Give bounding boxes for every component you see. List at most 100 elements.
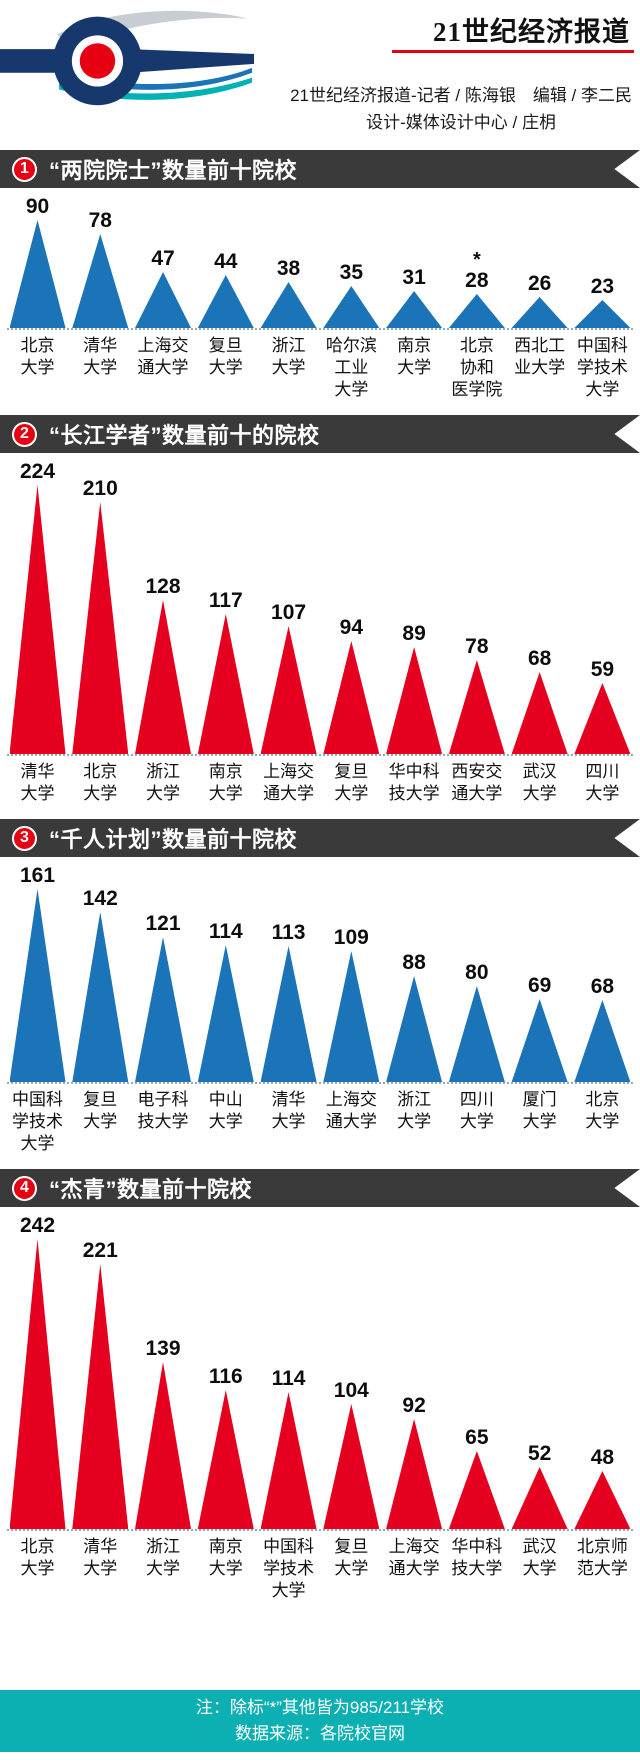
category-label: 北京 大学	[20, 336, 55, 377]
section-2-title: “长江学者”数量前十的院校	[49, 423, 320, 448]
category-label: 武汉 大学	[522, 1537, 557, 1578]
chart-item: 68	[572, 974, 633, 1082]
value-label: 224	[19, 460, 56, 483]
triangle-bar	[260, 626, 317, 754]
value-label: 47	[151, 247, 175, 270]
chart-item: 114	[195, 919, 256, 1082]
footer-source: 数据来源：各院校官网	[235, 1724, 405, 1743]
triangle-bar	[386, 1419, 443, 1529]
chart-item: 59	[572, 657, 633, 754]
value-label: 89	[402, 622, 426, 645]
triangle-bar	[72, 912, 129, 1082]
triangle-bar	[323, 286, 380, 328]
chart-item: 48	[572, 1445, 633, 1529]
chart-academicians: 90 78 47 44 38 35 31 * 28 26 23 北京 大学 清华 大学 上海交 通大学复…	[0, 188, 640, 409]
triangle-bar	[260, 946, 317, 1082]
chart-item: 92	[384, 1393, 445, 1529]
credits: 21世纪经济报道-记者 / 陈海银 编辑 / 李二民 设计-媒体设计中心 / 庄…	[290, 82, 632, 136]
category-label: 复旦 大学	[83, 1090, 118, 1131]
value-label: 114	[208, 920, 243, 943]
triangle-bar	[72, 234, 129, 328]
logo-red-center	[79, 43, 116, 79]
value-label: 59	[590, 658, 615, 681]
chart-item: 128	[133, 574, 194, 754]
value-label: 52	[527, 1442, 552, 1465]
category-label: 电子科 技大学	[137, 1090, 189, 1131]
chart-item: 38	[258, 256, 319, 328]
asterisk-marker: *	[472, 249, 481, 271]
triangle-bar	[72, 1264, 129, 1529]
triangle-bar	[260, 282, 317, 328]
triangle-bar	[323, 641, 380, 754]
value-label: 78	[465, 635, 489, 658]
logo-right-band	[129, 49, 255, 73]
chart-section-4: 4 “杰青”数量前十院校 242 221 139 116 114 104 92 65 52 48 …	[0, 1169, 640, 1610]
chart-item: 89	[384, 621, 445, 754]
category-label: 武汉 大学	[522, 762, 557, 803]
value-label: 104	[333, 1379, 369, 1402]
triangle-bar	[197, 945, 254, 1082]
triangle-bar	[574, 300, 631, 328]
credit-line-1: 21世纪经济报道-记者 / 陈海银 编辑 / 李二民	[290, 86, 632, 105]
chart-item: 26	[509, 271, 570, 328]
brand-logo	[0, 10, 255, 106]
category-label: 中山 大学	[208, 1090, 243, 1131]
value-label: 69	[527, 974, 552, 997]
section-4-number-badge: 4	[12, 1175, 37, 1201]
section-3-title: “千人计划”数量前十院校	[49, 827, 298, 852]
triangle-bar	[9, 889, 66, 1082]
triangle-bar	[511, 1467, 568, 1529]
triangle-bar	[9, 485, 66, 754]
brand-title: 21世纪经济报道	[433, 17, 630, 47]
brand-title-underline	[392, 50, 634, 53]
category-label: 浙江 大学	[271, 336, 306, 377]
triangle-bar	[386, 976, 443, 1082]
category-label: 哈尔滨 工业 大学	[325, 336, 377, 399]
triangle-bar	[574, 1000, 631, 1082]
chart-distinguished-young: 242 221 139 116 114 104 92 65 52 48 北京 大学 清华 大学 浙江 …	[0, 1207, 640, 1610]
chart-item: 31	[384, 265, 445, 328]
chart-triangles: 242 221 139 116 114 104 92 65 52 48	[7, 1213, 633, 1531]
value-label: 210	[82, 477, 118, 500]
chart-item: 80	[446, 960, 507, 1082]
category-label: 复旦 大学	[334, 1537, 369, 1578]
chart-item: 107	[258, 600, 319, 754]
category-label: 浙江 大学	[146, 762, 181, 803]
category-label: 浙江 大学	[397, 1090, 432, 1131]
value-label: 35	[339, 261, 363, 284]
chart-item: 78	[70, 208, 131, 328]
footer-note: 注：除标“*”其他皆为985/211学校	[195, 1698, 445, 1717]
chart-item: 104	[321, 1378, 382, 1529]
category-label: 厦门 大学	[522, 1090, 557, 1131]
category-label: 北京师 范大学	[576, 1537, 628, 1578]
triangle-bar	[135, 272, 192, 328]
chart-section-2: 2 “长江学者”数量前十的院校 224 210 128 117 107 94 89 78 68 5…	[0, 415, 640, 813]
triangle-bar	[574, 683, 631, 754]
chart-item: 109	[321, 925, 382, 1082]
chart-item: 139	[133, 1336, 194, 1529]
value-label: 139	[145, 1337, 181, 1360]
value-label: 78	[88, 209, 112, 232]
value-label: 242	[19, 1214, 56, 1237]
chart-item: 221	[70, 1238, 131, 1529]
chart-item: 69	[509, 973, 570, 1082]
category-label: 上海交 通大学	[325, 1090, 377, 1131]
category-label: 西北工 业大学	[514, 336, 566, 377]
category-label: 清华 大学	[83, 1537, 118, 1578]
chart-item: 114	[258, 1366, 319, 1529]
chart-item: * 28	[446, 249, 507, 328]
chart-item: 23	[572, 274, 633, 328]
category-label: 四川 大学	[585, 762, 620, 803]
value-label: 31	[402, 266, 426, 289]
chart-item: 78	[446, 634, 507, 754]
category-label: 上海交 通大学	[388, 1537, 440, 1578]
triangle-bar	[386, 291, 443, 328]
value-label: 109	[333, 926, 369, 949]
chart-item: 88	[384, 950, 445, 1082]
triangle-bar	[9, 1239, 66, 1529]
value-label: 23	[590, 275, 615, 298]
triangle-bar	[72, 502, 129, 754]
category-label: 北京 协和 医学院	[451, 336, 503, 399]
section-1-banner: 1 “两院院士”数量前十院校	[0, 150, 640, 188]
